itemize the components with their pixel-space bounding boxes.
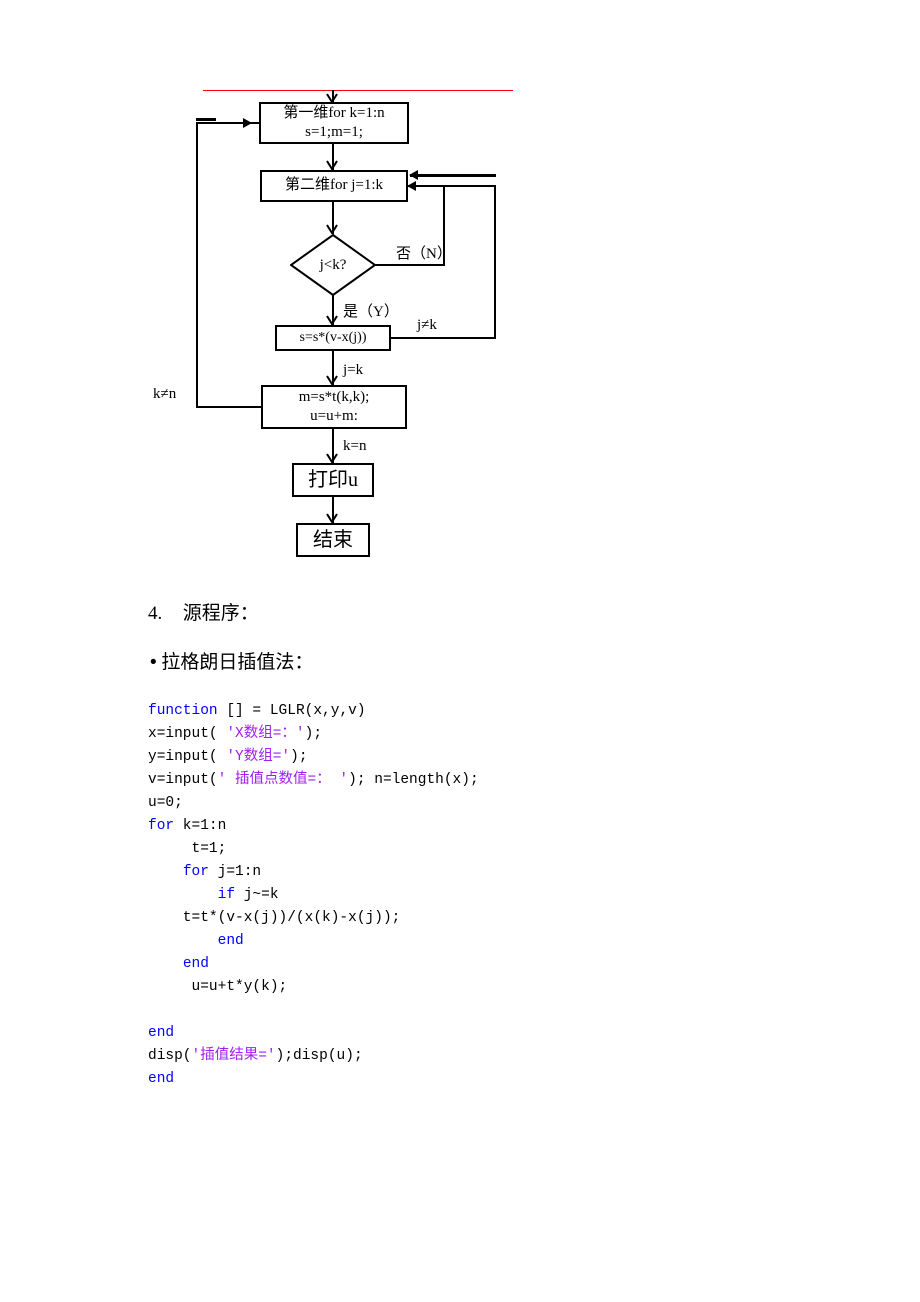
flow-node-for-k: 第一维for k=1:n s=1;m=1; [259,102,409,144]
flow-node-s-update: s=s*(v-x(j)) [275,325,391,351]
flow-line [196,122,198,408]
flow-node-for-j: 第二维for j=1:k [260,170,408,202]
flowchart-diagram: 第一维for k=1:n s=1;m=1; 第二维for j=1:k j<k? … [153,90,543,570]
heading-number: 4. [148,603,178,625]
code-text: ); [290,749,307,765]
section-heading: 4. 源程序： [148,598,772,625]
code-text: y=input( [148,749,226,765]
code-text: k=1:n [174,818,226,834]
code-text: ); n=length(x); [348,772,479,788]
flow-label-knen: k≠n [153,386,176,403]
subsection-text: 拉格朗日插值法： [161,652,313,673]
flow-line [391,337,496,339]
code-text: );disp(u); [276,1048,363,1064]
flow-node-text: 打印u [308,467,358,493]
flow-node-text: s=s*(v-x(j)) [300,329,367,347]
flow-label-jeqk: j=k [343,362,363,379]
code-text [148,864,183,880]
code-text: t=1; [148,841,226,857]
code-text: v=input( [148,772,218,788]
flow-node-text: u=u+m: [310,407,358,427]
flow-line [443,185,496,187]
code-text: u=u+t*y(k); [148,979,287,995]
flow-label-yes: 是（Y） [343,300,399,321]
code-text [148,933,218,949]
code-text: j=1:n [209,864,261,880]
red-divider [203,90,513,91]
code-string: '插值结果=' [192,1048,276,1064]
code-text: x=input( [148,726,226,742]
flow-node-text: 第二维for j=1:k [285,176,383,196]
flow-node-accumulate: m=s*t(k,k); u=u+m: [261,385,407,429]
heading-text: 源程序： [183,603,259,624]
code-text [148,956,183,972]
flow-line [375,264,445,266]
flow-decision-jk: j<k? [290,234,376,296]
flow-node-print: 打印u [292,463,374,497]
flow-node-text: 结束 [313,527,353,553]
flow-node-text: m=s*t(k,k); [299,388,370,408]
flow-line [443,185,445,266]
code-text: u=0; [148,795,183,811]
code-text: [] = LGLR(x,y,v) [218,703,366,719]
code-text: ); [305,726,322,742]
flow-line [196,406,261,408]
code-text: t=t*(v-x(j))/(x(k)-x(j)); [148,910,400,926]
bullet-dot-icon: • [150,652,157,673]
flow-node-text: j<k? [290,234,376,296]
flow-node-text: 第一维for k=1:n [283,104,384,124]
code-keyword: function [148,703,218,719]
code-keyword: for [148,818,174,834]
code-listing: function [] = LGLR(x,y,v) x=input( 'X数组=… [148,700,772,1091]
code-keyword: for [183,864,209,880]
code-text [148,887,218,903]
flow-line [410,174,496,177]
code-string: 'Y数组=' [226,749,290,765]
flow-node-text: s=1;m=1; [305,123,363,143]
flow-label-jnek: j≠k [417,317,437,334]
code-text: j~=k [235,887,279,903]
flow-line [196,118,216,121]
flow-label-keqn: k=n [343,438,366,455]
code-text: disp( [148,1048,192,1064]
code-keyword: end [148,1071,174,1087]
code-keyword: end [183,956,209,972]
code-keyword: end [148,1025,174,1041]
code-string: 'X数组=：' [226,726,304,742]
code-string: ' 插值点数值=： ' [218,772,349,788]
flow-node-end: 结束 [296,523,370,557]
code-keyword: if [218,887,235,903]
code-keyword: end [218,933,244,949]
subsection-bullet: • 拉格朗日插值法： [150,647,772,674]
flow-line [494,185,496,339]
